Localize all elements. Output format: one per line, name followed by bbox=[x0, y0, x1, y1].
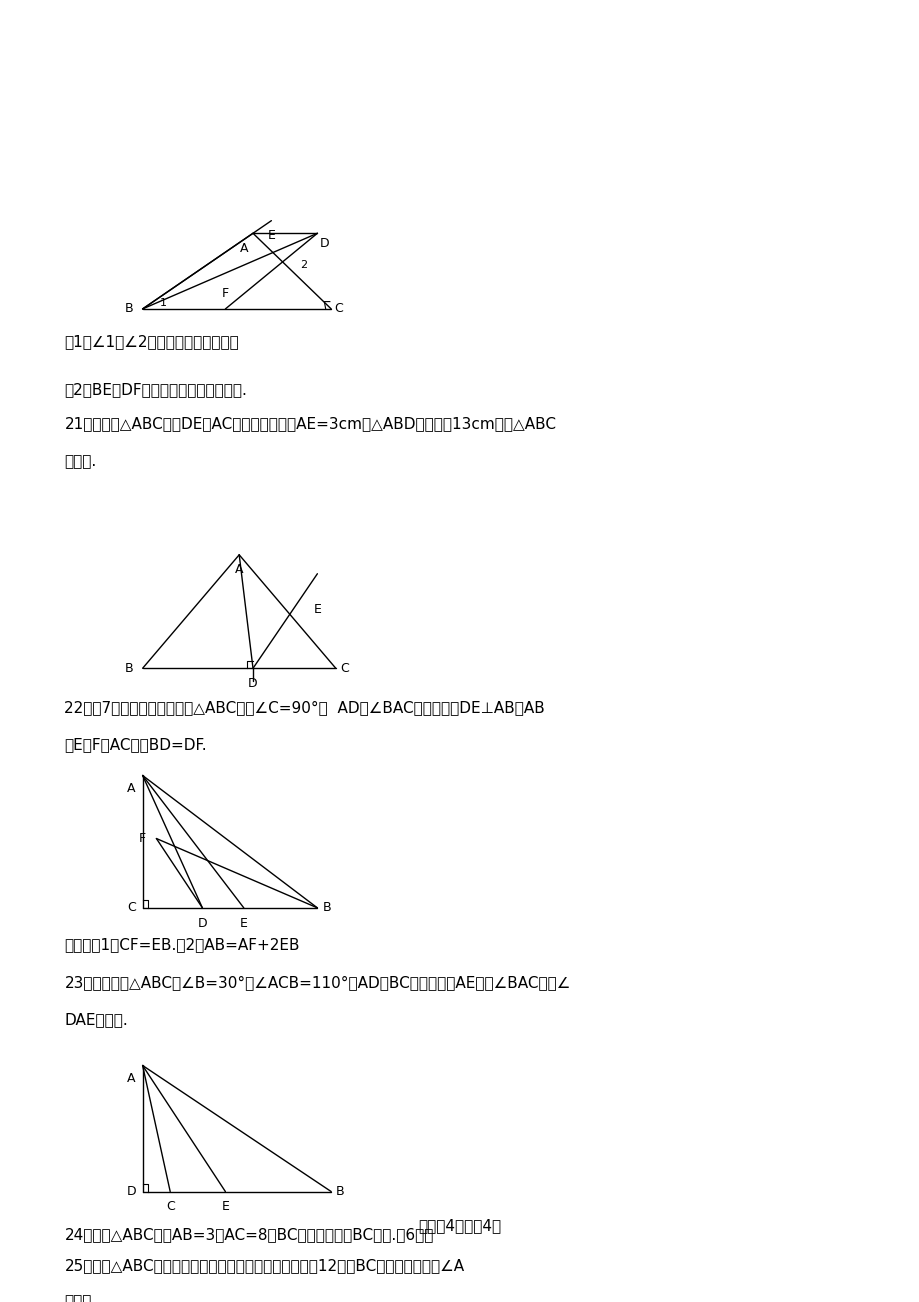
Text: （2）BE与DF有什么关系？请说明理由.: （2）BE与DF有什么关系？请说明理由. bbox=[64, 381, 247, 397]
Text: E: E bbox=[221, 1200, 229, 1213]
Text: C: C bbox=[334, 302, 343, 315]
Text: 的周长.: 的周长. bbox=[64, 454, 96, 469]
Text: B: B bbox=[124, 302, 133, 315]
Text: E: E bbox=[240, 917, 247, 930]
Text: D: D bbox=[248, 677, 257, 690]
Text: B: B bbox=[124, 661, 133, 674]
Text: A: A bbox=[234, 564, 244, 577]
Text: 试卷第4页，总4页: 试卷第4页，总4页 bbox=[418, 1219, 501, 1233]
Text: C: C bbox=[340, 661, 349, 674]
Text: F: F bbox=[221, 288, 229, 301]
Text: E: E bbox=[313, 603, 321, 616]
Text: D: D bbox=[320, 237, 329, 250]
Text: 22．（7分）、如图所示，在△ABC中，∠C=90°，  AD是∠BAC的平分线，DE⊥AB交AB: 22．（7分）、如图所示，在△ABC中，∠C=90°， AD是∠BAC的平分线，… bbox=[64, 699, 545, 715]
Text: D: D bbox=[198, 917, 207, 930]
Text: 2: 2 bbox=[300, 260, 307, 270]
Text: E: E bbox=[267, 229, 275, 242]
Text: C: C bbox=[127, 901, 136, 914]
Text: A: A bbox=[127, 781, 136, 794]
Text: 24．已知△ABC中，AB=3，AC=8，BC长为奇数，求BC的长.（6分）: 24．已知△ABC中，AB=3，AC=8，BC长为奇数，求BC的长.（6分） bbox=[64, 1226, 433, 1242]
Text: C: C bbox=[165, 1200, 175, 1213]
Text: A: A bbox=[239, 242, 248, 255]
Text: 1: 1 bbox=[159, 298, 166, 307]
Text: 23．如图，在△ABC中∠B=30°，∠ACB=110°，AD是BC边上高线，AE平分∠BAC，求∠: 23．如图，在△ABC中∠B=30°，∠ACB=110°，AD是BC边上高线，A… bbox=[64, 975, 570, 990]
Text: DAE的度数.: DAE的度数. bbox=[64, 1013, 128, 1027]
Text: 的度数.: 的度数. bbox=[64, 1294, 96, 1302]
Text: 25．已知△ABC三边长都是整数且互不相等，它的周长为12，当BC为最大边时，求∠A: 25．已知△ABC三边长都是整数且互不相等，它的周长为12，当BC为最大边时，求… bbox=[64, 1259, 464, 1273]
Text: D: D bbox=[127, 1185, 136, 1198]
Text: 21．如图，△ABC中，DE是AC的垂直平分线，AE=3cm，△ABD的周长为13cm，求△ABC: 21．如图，△ABC中，DE是AC的垂直平分线，AE=3cm，△ABD的周长为1… bbox=[64, 417, 556, 431]
Text: 于E，F在AC上，BD=DF.: 于E，F在AC上，BD=DF. bbox=[64, 738, 207, 753]
Text: B: B bbox=[335, 1185, 345, 1198]
Text: （1）∠1与∠2有什么关系，为什么？: （1）∠1与∠2有什么关系，为什么？ bbox=[64, 335, 239, 349]
Text: B: B bbox=[322, 901, 331, 914]
Text: 证明：（1）CF=EB.（2）AB=AF+2EB: 证明：（1）CF=EB.（2）AB=AF+2EB bbox=[64, 937, 300, 952]
Text: A: A bbox=[127, 1072, 136, 1085]
Text: F: F bbox=[139, 832, 146, 845]
